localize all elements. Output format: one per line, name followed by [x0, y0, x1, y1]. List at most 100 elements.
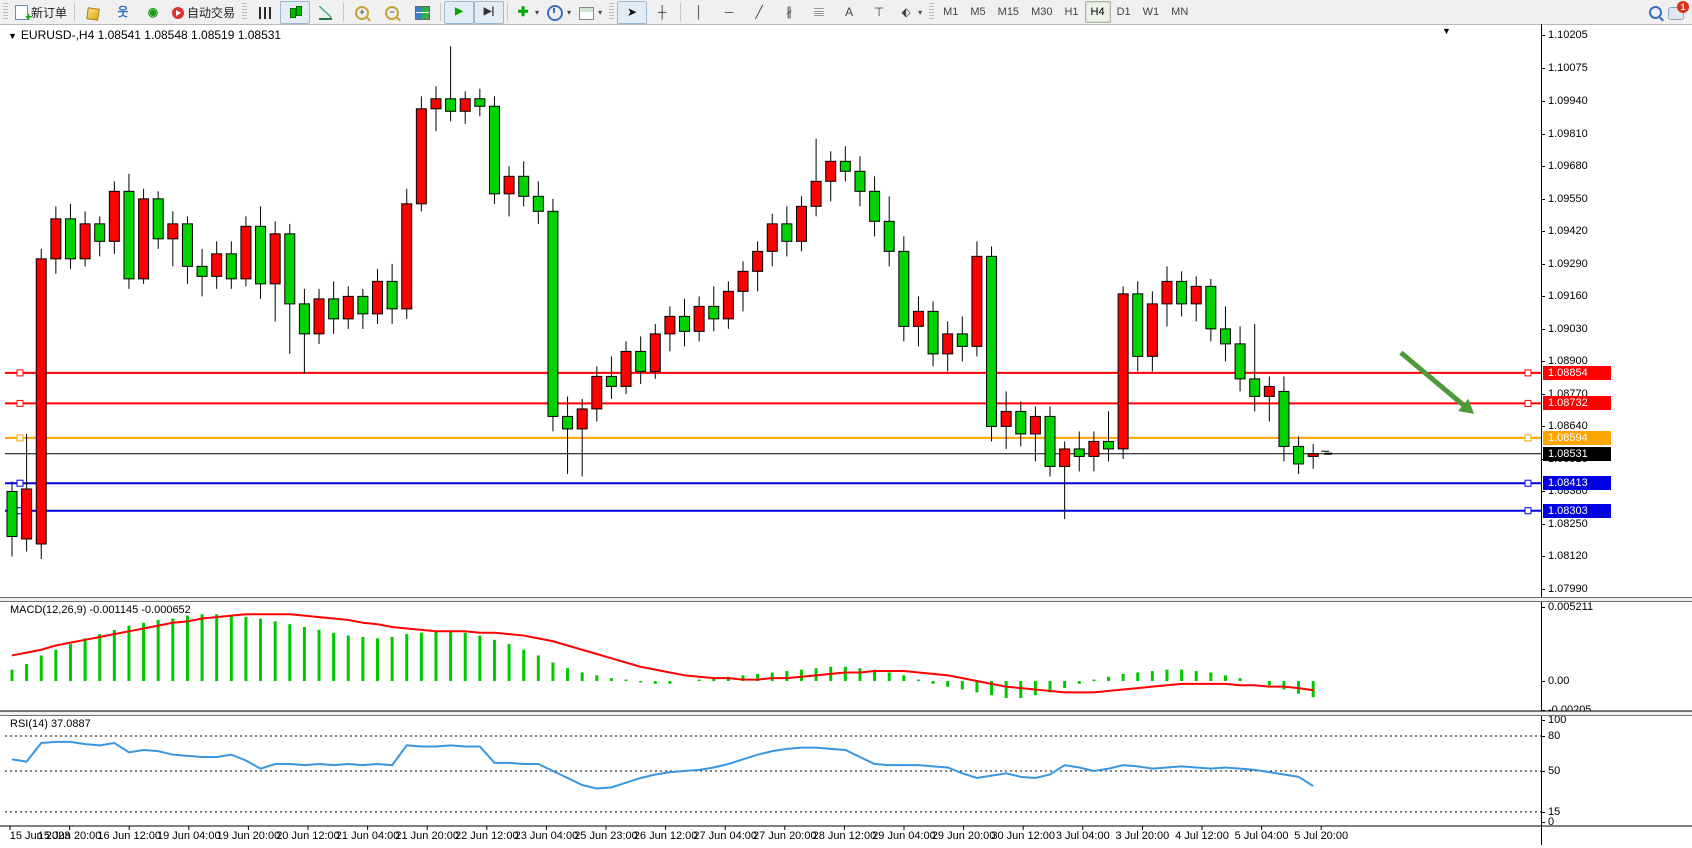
axis-tick: [1541, 523, 1545, 525]
trendline-button[interactable]: ╱: [744, 1, 774, 24]
candlestick-button[interactable]: [280, 0, 311, 24]
chart-shift-icon: ▶|: [483, 6, 495, 17]
chat-icon[interactable]: 1: [1668, 1, 1689, 20]
auto-scroll-button[interactable]: ▶: [444, 0, 475, 24]
profile-icon: 웃: [117, 5, 129, 19]
axis-tick: [1541, 720, 1545, 721]
vertical-line-icon: │: [695, 5, 703, 19]
signals-button[interactable]: ◉: [138, 1, 168, 24]
axis-tick: [1541, 771, 1545, 772]
date-label: 20 Jun 12:00: [276, 830, 340, 842]
rsi-tick-label: 0: [1548, 816, 1555, 828]
indicators-icon: ✚: [517, 4, 529, 19]
date-label: 29 Jun 04:00: [872, 830, 936, 842]
date-label: 27 Jun 20:00: [752, 830, 817, 842]
indicators-button[interactable]: ✚ ▾: [511, 1, 543, 24]
date-label: 21 Jun 20:00: [395, 830, 459, 842]
bar-chart-icon: [259, 7, 272, 19]
bar-chart-button[interactable]: [250, 1, 280, 24]
axis-tick: [1541, 681, 1545, 682]
zoom-in-icon: +: [355, 5, 370, 20]
horizontal-line-button[interactable]: ─: [714, 1, 744, 24]
cursor-button[interactable]: ➤: [617, 0, 648, 24]
date-label: 15 Jun 20:00: [37, 830, 102, 842]
vertical-line-button[interactable]: │: [684, 1, 714, 24]
timeframe-m30-button[interactable]: M30: [1031, 6, 1053, 18]
price-axis-border: [1541, 24, 1542, 845]
hline-price-flag: 1.08732: [1543, 396, 1611, 411]
axis-tick: [1541, 811, 1545, 813]
date-label: 27 Jun 04:00: [693, 830, 757, 842]
panel-splitter[interactable]: [0, 597, 1692, 602]
hline-price-flag: 1.08413: [1543, 476, 1611, 491]
profile-button[interactable]: 웃: [108, 1, 138, 24]
text-button[interactable]: A: [834, 1, 864, 24]
zoom-out-button[interactable]: −: [377, 1, 407, 24]
auto-scroll-icon: ▶: [455, 6, 463, 17]
date-label: 4 Jul 12:00: [1175, 830, 1229, 842]
dropdown-arrow-icon: ▾: [567, 7, 572, 17]
templates-button[interactable]: ▾: [575, 1, 606, 24]
chart-title: ▼ EURUSD-,H4 1.08541 1.08548 1.08519 1.08…: [8, 28, 281, 42]
new-order-button[interactable]: 新订单: [11, 1, 71, 25]
shapes-icon: ⬖: [901, 5, 911, 19]
scroll-end-marker-icon[interactable]: ▼: [1442, 26, 1451, 36]
timeframe-m15-button[interactable]: M15: [997, 6, 1020, 18]
price-tick-label: 1.08120: [1548, 550, 1588, 563]
auto-trading-button[interactable]: 自动交易: [168, 1, 239, 24]
line-chart-button[interactable]: [310, 1, 340, 24]
search-icon[interactable]: [1649, 5, 1662, 19]
axis-tick: [1541, 556, 1545, 558]
axis-tick: [1541, 231, 1545, 233]
axis-tick: [1541, 67, 1545, 69]
fibonacci-button[interactable]: 𝄙: [804, 1, 834, 24]
hline-price-flag: 1.08303: [1543, 503, 1611, 518]
channel-button[interactable]: ∦: [774, 1, 804, 24]
timeframe-mn-button[interactable]: MN: [1171, 6, 1189, 18]
chart-dropdown-icon[interactable]: ▼: [8, 31, 17, 41]
hline-price-flag: 1.08594: [1543, 430, 1611, 445]
horizontal-line-icon: ─: [724, 5, 734, 19]
price-tick-label: 1.09550: [1548, 192, 1588, 205]
timeframe-h4-button[interactable]: H4: [1084, 1, 1111, 23]
axis-tick: [1541, 589, 1545, 590]
axis-tick: [1541, 35, 1545, 36]
periods-icon: [547, 4, 564, 21]
zoom-out-icon: −: [385, 5, 400, 20]
macd-label: MACD(12,26,9) -0.001145 -0.000652: [10, 604, 191, 616]
timeframe-m5-button[interactable]: M5: [970, 6, 986, 18]
axis-tick: [1541, 198, 1545, 200]
timeframe-h1-button[interactable]: H1: [1064, 6, 1079, 18]
date-label: 30 Jun 12:00: [991, 830, 1055, 842]
hline-price-flag: 1.08854: [1543, 365, 1611, 380]
new-order-button-label: 新订单: [31, 5, 68, 20]
timeframe-d1-button[interactable]: D1: [1116, 6, 1131, 18]
date-label: 23 Jun 04:00: [514, 830, 579, 842]
timeframe-w1-button[interactable]: W1: [1142, 6, 1160, 18]
price-tick-label: 1.09030: [1548, 322, 1588, 335]
price-tick-label: 1.09290: [1548, 257, 1588, 270]
macd-tick-label: 0.005211: [1548, 601, 1594, 613]
axis-tick: [1541, 296, 1545, 298]
line-chart-icon: [318, 6, 332, 20]
auto-trading-button-label: 自动交易: [187, 5, 236, 20]
down-arrow-annotation[interactable]: [1399, 350, 1474, 414]
crosshair-button[interactable]: ┼: [647, 1, 677, 24]
chart-shift-button[interactable]: ▶|: [474, 0, 505, 24]
date-label: 3 Jul 20:00: [1115, 830, 1170, 842]
toolbar: 新订单 웃 ◉ 自动交易 +− ▶ ▶| ✚▾ ▾▾ ➤┼ │ ─ ╱∦𝄙A⊤⬖▾ M1 M5 M15 M30 H…: [0, 0, 1692, 25]
axis-tick: [1541, 166, 1545, 168]
price-tick-label: 1.09940: [1548, 95, 1588, 108]
rsi-tick-label: 15: [1548, 805, 1561, 818]
text-label-button[interactable]: ⊤: [864, 1, 894, 24]
date-label: 29 Jun 20:00: [931, 830, 996, 842]
panel-splitter[interactable]: [0, 711, 1692, 716]
shapes-button[interactable]: ⬖ ▾: [894, 1, 926, 24]
zoom-in-button[interactable]: +: [347, 1, 377, 24]
tile-windows-button[interactable]: [407, 1, 437, 24]
timeframe-m1-button[interactable]: M1: [943, 6, 959, 18]
periods-button[interactable]: ▾: [543, 1, 575, 24]
price-tick-label: 1.08900: [1548, 355, 1588, 368]
